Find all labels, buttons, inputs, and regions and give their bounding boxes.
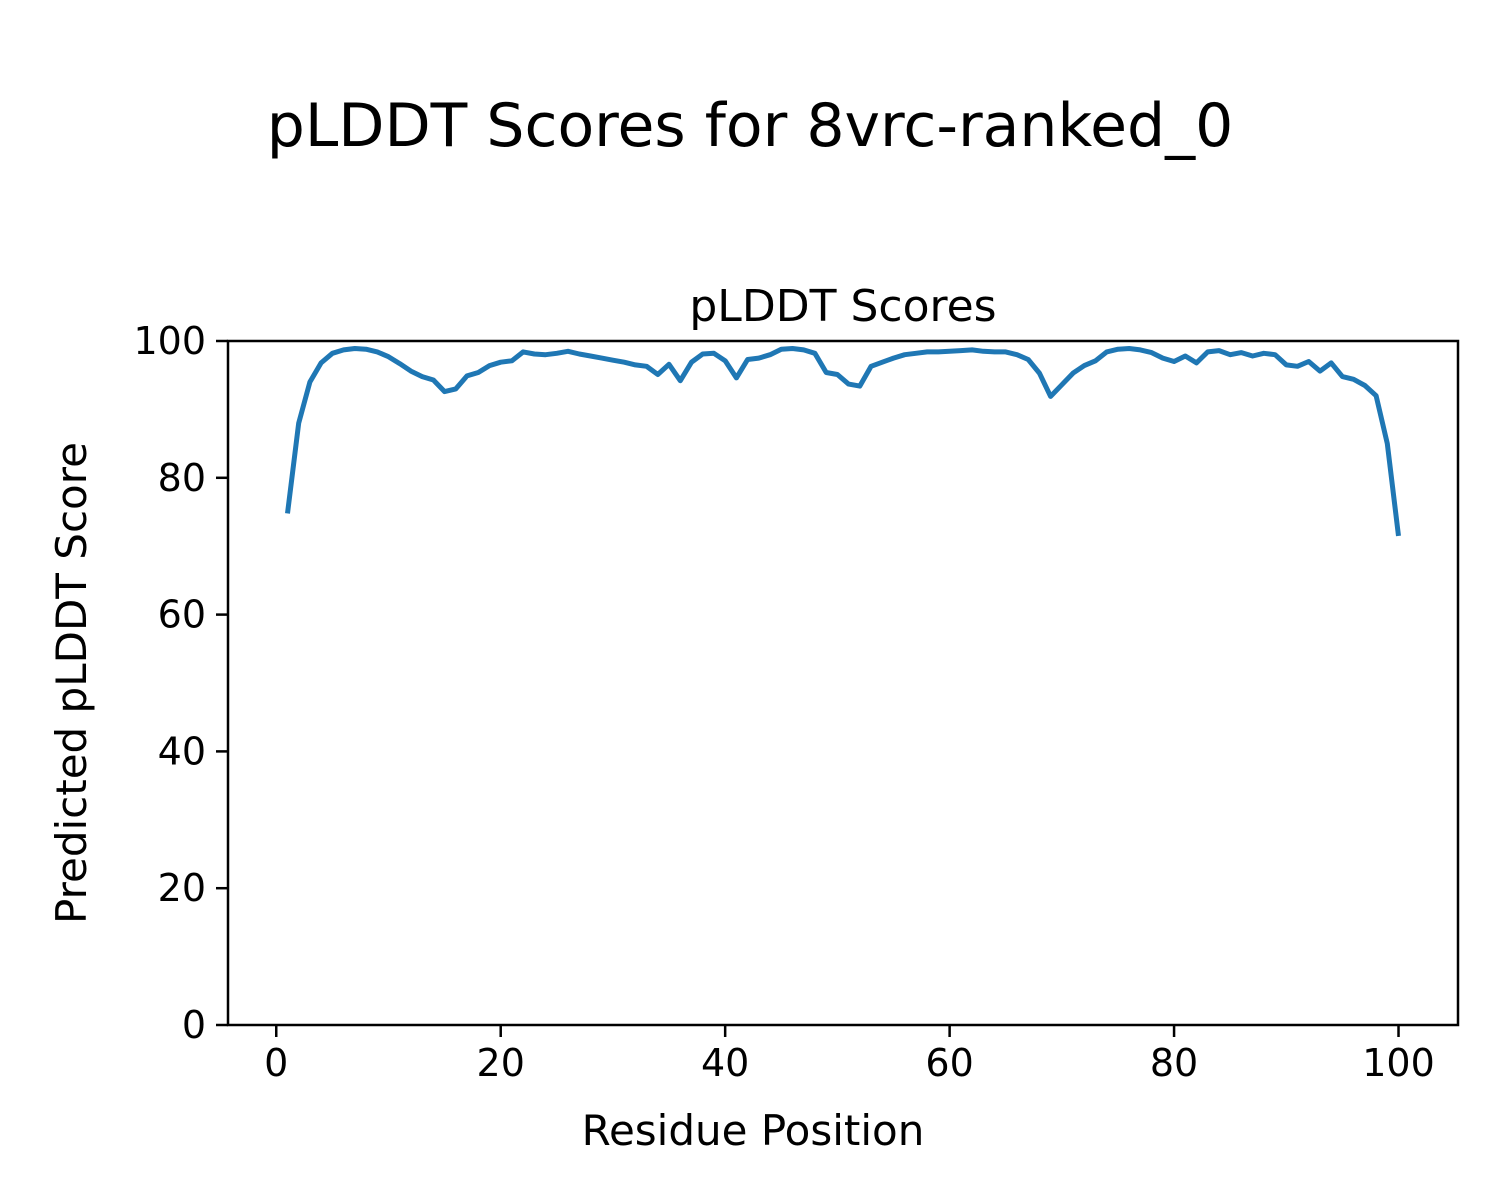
plddt-score-line [285, 346, 1401, 537]
axes-spines [226, 339, 1460, 1027]
y-tick-label: 80 [158, 456, 206, 500]
y-tick-label: 20 [158, 866, 206, 910]
x-tick-label: 100 [1362, 1041, 1435, 1085]
x-tick-label: 80 [1150, 1041, 1198, 1085]
y-tick-label: 40 [158, 729, 206, 773]
x-tick-label: 40 [701, 1041, 749, 1085]
y-tick-label: 0 [182, 1003, 206, 1047]
figure-title: pLDDT Scores for 8vrc-ranked_0 [266, 91, 1234, 161]
y-axis-label: Predicted pLDDT Score [47, 442, 96, 924]
y-tick-label: 100 [133, 319, 206, 363]
x-tick-label: 20 [477, 1041, 525, 1085]
axes-title: pLDDT Scores [689, 281, 997, 332]
x-axis-label: Residue Position [581, 1106, 925, 1155]
y-tick-label: 60 [158, 593, 206, 637]
x-tick-label: 60 [925, 1041, 973, 1085]
x-tick-label: 0 [264, 1041, 288, 1085]
